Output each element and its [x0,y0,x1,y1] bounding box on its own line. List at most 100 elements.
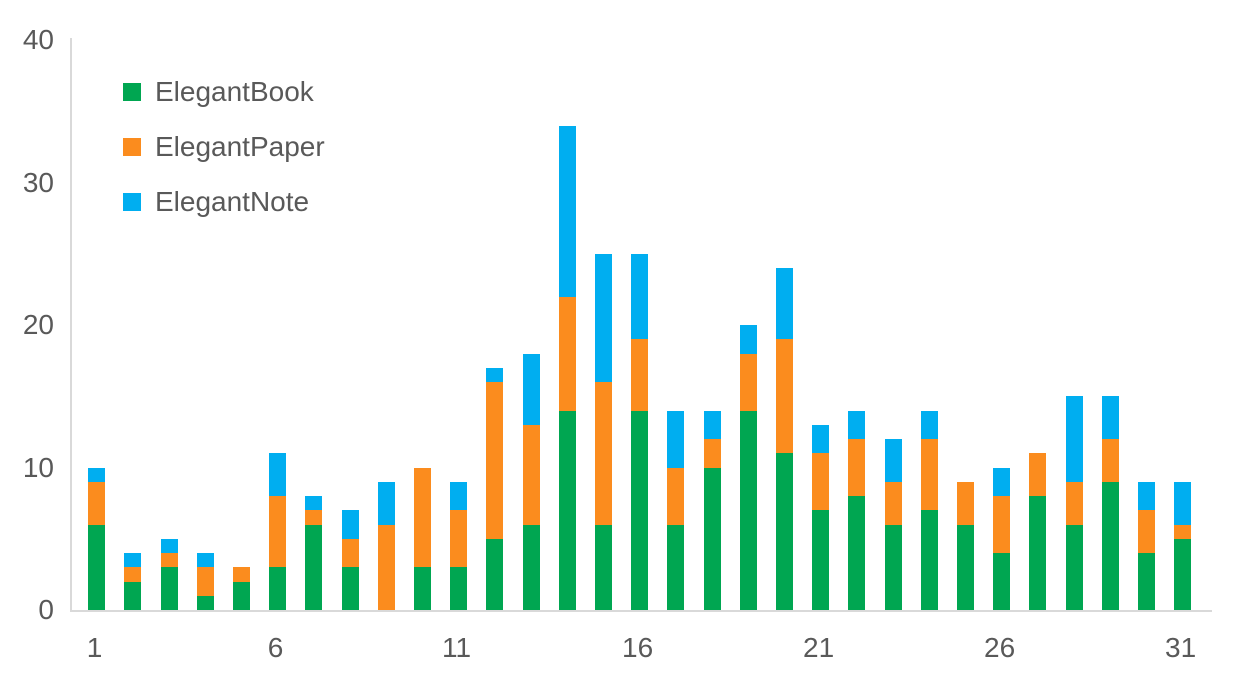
bar-segment-elegantpaper [1065,481,1083,525]
bar-day-2 [124,553,142,610]
legend-label: ElegantPaper [155,131,325,162]
bar-day-28 [1065,396,1083,610]
bar-day-9 [377,481,395,610]
bar-segment-elegantnote [920,410,938,439]
bar-segment-elegantnote [486,367,504,382]
bar-segment-elegantbook [703,467,721,610]
bar-day-15 [594,253,612,610]
elegantpaper-color-swatch-icon [123,138,141,156]
plot-area [70,38,1212,612]
bar-segment-elegantnote [848,410,866,439]
bar-segment-elegantpaper [1174,524,1192,539]
bar-segment-elegantnote [450,481,468,511]
bar-segment-elegantpaper [1029,453,1047,496]
bar-day-19 [739,325,757,610]
bar-segment-elegantbook [594,524,612,610]
bar-segment-elegantpaper [993,496,1011,553]
bar-segment-elegantbook [305,524,323,610]
y-tick-label: 20 [22,309,54,340]
bar-day-11 [450,481,468,610]
bar-segment-elegantpaper [232,567,250,582]
bar-segment-elegantbook [1137,553,1155,610]
bar-day-25 [956,481,974,610]
bar-day-10 [413,467,431,610]
legend-label: ElegantNote [155,186,310,217]
bar-segment-elegantpaper [413,467,431,568]
bar-segment-elegantbook [920,510,938,610]
x-tick-label: 31 [1165,632,1197,663]
chart-legend: ElegantBook ElegantPaper ElegantNote [123,74,325,220]
bar-day-16 [631,253,649,610]
bar-day-14 [558,125,576,610]
bar-segment-elegantnote [631,253,649,340]
bar-segment-elegantpaper [703,439,721,468]
bar-segment-elegantbook [1029,496,1047,610]
bar-segment-elegantnote [522,353,540,425]
bar-segment-elegantbook [232,581,250,610]
elegantbook-color-swatch-icon [123,83,141,101]
bar-segment-elegantpaper [956,481,974,525]
x-tick-label: 1 [86,632,103,663]
bar-day-27 [1029,453,1047,610]
bar-segment-elegantbook [413,567,431,610]
bar-segment-elegantnote [739,325,757,354]
y-tick-label: 30 [22,166,54,198]
bar-segment-elegantpaper [558,296,576,411]
bar-day-13 [522,353,540,610]
bar-segment-elegantnote [558,125,576,297]
bar-segment-elegantbook [88,524,106,610]
bar-segment-elegantpaper [486,382,504,539]
bar-segment-elegantnote [341,510,359,539]
bar-day-31 [1174,481,1192,610]
bar-segment-elegantbook [1065,524,1083,610]
bar-segment-elegantnote [993,467,1011,496]
x-tick-label: 11 [442,632,472,663]
bar-segment-elegantpaper [594,382,612,525]
bar-segment-elegantpaper [160,553,178,568]
bar-segment-elegantpaper [522,424,540,525]
bar-segment-elegantbook [160,567,178,610]
bar-segment-elegantbook [196,595,214,610]
bar-segment-elegantnote [196,553,214,568]
bar-segment-elegantnote [124,553,142,568]
bar-segment-elegantbook [522,524,540,610]
bar-segment-elegantbook [558,410,576,610]
bar-segment-elegantnote [667,410,685,468]
bar-segment-elegantbook [956,524,974,610]
bar-segment-elegantbook [1101,481,1119,610]
bar-day-23 [884,439,902,610]
bar-day-7 [305,496,323,610]
bar-segment-elegantpaper [631,339,649,411]
bar-segment-elegantpaper [88,481,106,525]
bar-segment-elegantnote [1065,396,1083,482]
bar-segment-elegantpaper [812,453,830,511]
bar-segment-elegantpaper [1101,439,1119,482]
bar-segment-elegantpaper [450,510,468,568]
legend-label: ElegantBook [155,76,314,107]
bar-day-5 [232,567,250,610]
bar-day-22 [848,410,866,610]
bar-day-12 [486,367,504,610]
bar-segment-elegantpaper [305,510,323,525]
bar-segment-elegantbook [884,524,902,610]
x-tick-label: 26 [984,632,1016,663]
bar-segment-elegantpaper [667,467,685,525]
bar-segment-elegantbook [631,410,649,610]
y-tick-label: 10 [22,451,54,483]
y-tick-label: 0 [38,594,54,625]
legend-item-elegantpaper: ElegantPaper [123,129,325,165]
bar-segment-elegantnote [812,424,830,454]
bar-segment-elegantnote [305,496,323,511]
bar-segment-elegantnote [1101,396,1119,439]
bar-day-21 [812,424,830,610]
bar-segment-elegantpaper [341,538,359,568]
x-tick-label: 21 [803,632,835,663]
bar-segment-elegantbook [848,496,866,610]
bar-segment-elegantnote [160,538,178,553]
bar-segment-elegantpaper [377,524,395,610]
y-tick-label: 40 [22,24,54,55]
bar-day-8 [341,510,359,610]
bar-segment-elegantbook [739,410,757,610]
bar-day-29 [1101,396,1119,610]
bar-day-24 [920,410,938,610]
